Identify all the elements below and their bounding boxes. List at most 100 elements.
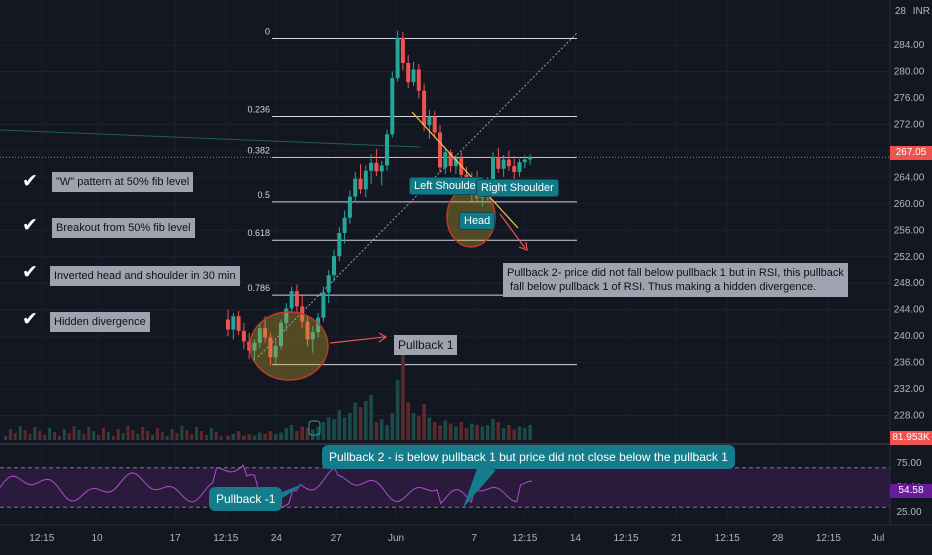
candle-body <box>353 178 358 197</box>
y-tick-label: 232.00 <box>894 384 925 395</box>
volume-bar <box>358 407 363 440</box>
volume-bar <box>136 434 140 440</box>
volume-bar <box>464 428 469 440</box>
volume-bar <box>411 413 416 440</box>
candle-body <box>512 166 517 173</box>
volume-bar <box>395 380 400 440</box>
rsi-value-tag: 54.58 <box>890 484 932 498</box>
volume-bar <box>470 423 474 440</box>
volume-bar <box>62 429 66 440</box>
candle-body <box>226 319 230 330</box>
candle-body <box>268 337 273 358</box>
x-tick-label: 21 <box>671 533 683 544</box>
volume-bar <box>300 426 304 440</box>
volume-bar <box>247 434 251 440</box>
volume-bar <box>43 435 47 440</box>
volume-bar <box>170 429 174 440</box>
checklist-item: Hidden divergence <box>50 312 150 332</box>
x-tick-label: 28 <box>772 533 784 544</box>
candle-body <box>252 342 257 351</box>
volume-bar <box>406 402 410 440</box>
volume-bar <box>289 425 294 440</box>
volume-bar <box>23 430 27 440</box>
candle-body <box>294 291 299 307</box>
volume-bar <box>236 431 241 440</box>
candle-body <box>501 159 506 169</box>
candle-body <box>337 232 342 257</box>
volume-bar <box>438 425 442 440</box>
price-axis <box>890 0 932 550</box>
volume-bar <box>342 417 347 440</box>
candle-body <box>390 78 395 135</box>
candle-body <box>411 69 416 83</box>
current-price-tag: 267.05 <box>890 146 932 160</box>
rsi-pullback2-callout: Pullback 2 - is below pullback 1 but pri… <box>322 445 735 469</box>
candle-body <box>522 159 527 163</box>
volume-bar <box>87 427 91 440</box>
volume-bar <box>204 435 208 440</box>
x-tick-label: 24 <box>271 533 283 544</box>
volume-bar <box>209 428 213 440</box>
volume-bar <box>53 432 56 440</box>
time-axis <box>0 525 932 550</box>
rsi-tick-label: 25.00 <box>896 507 921 518</box>
volume-bar <box>475 425 479 440</box>
x-tick-label: 17 <box>170 533 182 544</box>
volume-bar <box>72 426 76 440</box>
volume-bar <box>385 425 389 440</box>
rsi-tick-label: 75.00 <box>896 458 921 469</box>
candle-body <box>332 256 336 276</box>
volume-bar <box>485 425 490 440</box>
volume-bar <box>121 433 125 440</box>
fib-level-label: 0.5 <box>257 190 270 200</box>
volume-bar <box>401 350 405 440</box>
candle-body <box>236 316 241 331</box>
candle-body <box>310 332 315 340</box>
volume-bar <box>332 419 336 440</box>
volume-bar <box>252 435 257 440</box>
x-tick-label: 10 <box>91 533 103 544</box>
head-label: Head <box>459 212 496 230</box>
neckline <box>411 111 519 229</box>
y-tick-label: 284.00 <box>894 40 925 51</box>
y-tick-label: 236.00 <box>894 358 925 369</box>
volume-bar <box>146 431 150 440</box>
projection-arrow <box>499 213 526 249</box>
x-tick-label: 12:15 <box>512 533 537 544</box>
x-tick-label: 12:15 <box>715 533 740 544</box>
volume-bar <box>263 434 267 440</box>
fib-level-label: 0.618 <box>247 228 270 238</box>
candle-body <box>231 316 236 330</box>
candle-body <box>374 162 379 172</box>
candle-body <box>273 346 278 358</box>
volume-bar <box>448 423 453 440</box>
y-tick-label: 256.00 <box>894 225 925 236</box>
volume-bar <box>141 427 145 440</box>
volume-bar <box>155 428 159 440</box>
volume-bar <box>77 430 81 440</box>
volume-bar <box>38 431 42 440</box>
volume-bar <box>185 430 189 440</box>
volume-bar <box>512 429 516 440</box>
candle-body <box>289 291 294 309</box>
checklist-item: "W" pattern at 50% fib level <box>52 172 194 192</box>
volume-bar <box>160 432 164 440</box>
candle-body <box>257 328 262 343</box>
pullback1-label: Pullback 1 <box>394 335 458 355</box>
candle-body <box>358 178 363 190</box>
x-tick-label: 12:15 <box>29 533 54 544</box>
volume-bar <box>48 428 52 440</box>
volume-bar <box>422 404 426 440</box>
volume-bar <box>175 433 179 440</box>
volume-bar <box>126 426 130 440</box>
volume-bar <box>102 428 105 440</box>
candle-body <box>263 328 268 338</box>
candle-body <box>427 116 432 126</box>
volume-bar <box>379 419 384 440</box>
checkmark-icon: ✔ <box>22 214 38 236</box>
volume-bar <box>268 431 273 440</box>
volume-bar <box>180 426 184 440</box>
volume-bar <box>480 426 485 440</box>
